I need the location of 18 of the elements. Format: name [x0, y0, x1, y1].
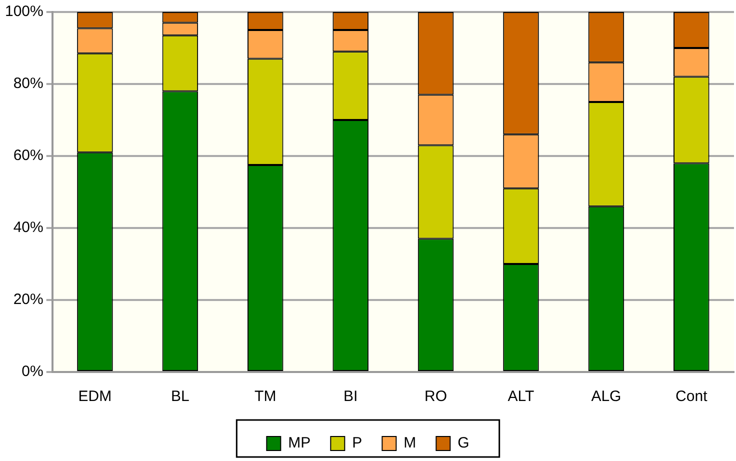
x-tick-label: Cont: [676, 388, 708, 406]
legend-label: G: [458, 434, 470, 452]
y-tick-label: 0%: [22, 363, 44, 380]
y-tick-label: 80%: [13, 75, 44, 92]
x-tick-label: BI: [343, 388, 358, 406]
y-tick-label: 20%: [13, 291, 44, 308]
legend-label: P: [352, 434, 362, 452]
legend-label: M: [404, 434, 416, 452]
x-tick-label: ALT: [508, 388, 534, 406]
y-tick-label: 40%: [13, 219, 44, 236]
y-tick-label: 100%: [4, 3, 44, 20]
y-tick-label: 60%: [13, 147, 44, 164]
x-tick-label: RO: [424, 388, 448, 406]
x-tick-label: TM: [254, 388, 276, 406]
x-tick-label: EDM: [78, 388, 112, 406]
legend-label: MP: [288, 434, 311, 452]
x-tick-label: BL: [170, 388, 190, 406]
x-tick-label: ALG: [591, 388, 622, 406]
